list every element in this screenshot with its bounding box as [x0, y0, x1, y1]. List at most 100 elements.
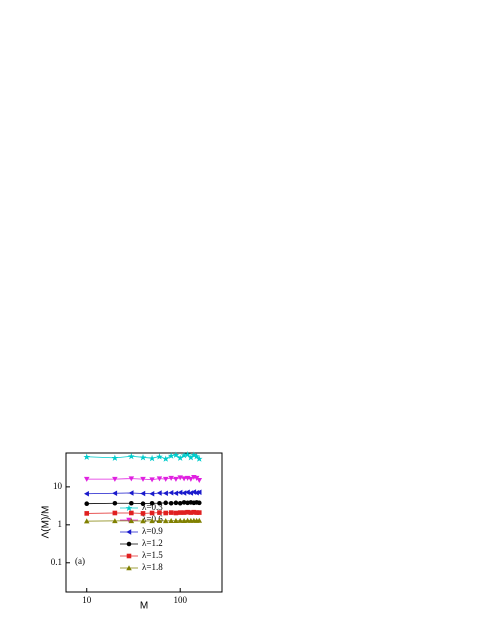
data-point: [111, 454, 119, 461]
data-point: [177, 510, 183, 515]
data-point: [184, 451, 191, 458]
data-point: [156, 490, 162, 496]
data-point: [168, 500, 174, 506]
data-point: [157, 510, 162, 515]
legend-label: λ=0.3: [142, 502, 163, 512]
data-point: [173, 510, 179, 516]
data-point: [196, 517, 203, 523]
data-point: [196, 510, 202, 515]
data-point: [193, 452, 200, 460]
data-point: [83, 453, 91, 460]
data-point: [129, 500, 134, 506]
data-point: [157, 500, 162, 506]
annotation: (a): [75, 556, 85, 566]
data-point: [188, 490, 194, 496]
data-point: [149, 518, 155, 524]
legend-marker: [126, 529, 132, 535]
y-axis-label: Λ(M)/M: [41, 506, 52, 539]
data-point: [168, 517, 174, 523]
data-point: [163, 500, 169, 506]
data-point: [163, 510, 169, 516]
data-point: [128, 476, 135, 482]
data-point: [181, 500, 187, 505]
data-point: [129, 510, 134, 516]
data-point: [149, 500, 155, 506]
legend-label: λ=0.6: [142, 514, 163, 524]
data-point: [140, 476, 146, 482]
data-point: [83, 518, 90, 524]
data-point: [140, 501, 146, 507]
data-point: [140, 511, 146, 516]
data-point: [128, 452, 135, 460]
legend-label: λ=1.5: [142, 550, 163, 560]
data-point: [195, 455, 203, 462]
legend-marker: [126, 541, 132, 547]
data-point: [167, 452, 175, 459]
data-point: [196, 477, 203, 483]
data-point: [188, 510, 194, 515]
data-point: [148, 454, 156, 462]
data-point: [156, 517, 163, 523]
data-point: [168, 510, 174, 515]
data-point: [193, 475, 200, 481]
data-point: [83, 490, 89, 497]
data-point: [83, 476, 90, 482]
data-point: [149, 510, 155, 516]
data-point: [173, 517, 179, 523]
legend-label: λ=1.8: [142, 562, 163, 572]
data-point: [128, 490, 134, 496]
legend-marker: [126, 565, 132, 571]
data-point: [173, 500, 179, 506]
legend-marker: [125, 504, 133, 512]
data-point: [185, 509, 190, 515]
data-point: [188, 476, 194, 482]
legend-marker: [126, 553, 132, 559]
data-point: [191, 489, 197, 495]
data-point: [162, 455, 170, 462]
data-point: [112, 490, 118, 496]
data-point: [177, 489, 183, 496]
data-point: [172, 451, 180, 458]
data-point: [149, 477, 155, 483]
data-point: [140, 518, 146, 524]
data-point: [193, 489, 199, 496]
data-point: [162, 490, 168, 496]
data-point: [176, 454, 184, 461]
data-point: [112, 500, 118, 506]
data-point: [191, 509, 197, 515]
data-point: [162, 518, 169, 524]
data-point: [84, 511, 90, 516]
data-point: [168, 489, 174, 496]
y-tick-label: 0.1: [51, 557, 62, 567]
data-point: [156, 453, 163, 460]
data-point: [194, 510, 199, 515]
legend-label: λ=1.2: [142, 538, 163, 548]
data-point: [173, 490, 179, 496]
data-point: [196, 500, 202, 506]
x-axis-label: M: [140, 601, 148, 612]
data-point: [140, 490, 146, 497]
data-point: [196, 489, 202, 496]
legend-marker: [126, 517, 132, 523]
x-tick-label: 100: [173, 595, 187, 605]
data-point: [187, 454, 195, 461]
data-point: [112, 476, 118, 482]
data-point: [84, 501, 90, 507]
data-point: [139, 454, 147, 461]
data-point: [149, 490, 155, 497]
data-point: [181, 476, 187, 482]
data-point: [184, 489, 190, 496]
data-point: [177, 500, 183, 506]
data-point: [162, 476, 169, 482]
x-tick-label: 10: [82, 595, 92, 605]
data-point: [128, 518, 135, 524]
y-tick-label: 10: [53, 481, 63, 491]
data-point: [177, 517, 183, 523]
data-point: [112, 510, 118, 516]
plot-frame: [65, 452, 223, 593]
data-point: [181, 490, 187, 496]
data-point: [156, 476, 163, 482]
data-point: [112, 518, 118, 524]
legend-label: λ=0.9: [142, 526, 163, 536]
